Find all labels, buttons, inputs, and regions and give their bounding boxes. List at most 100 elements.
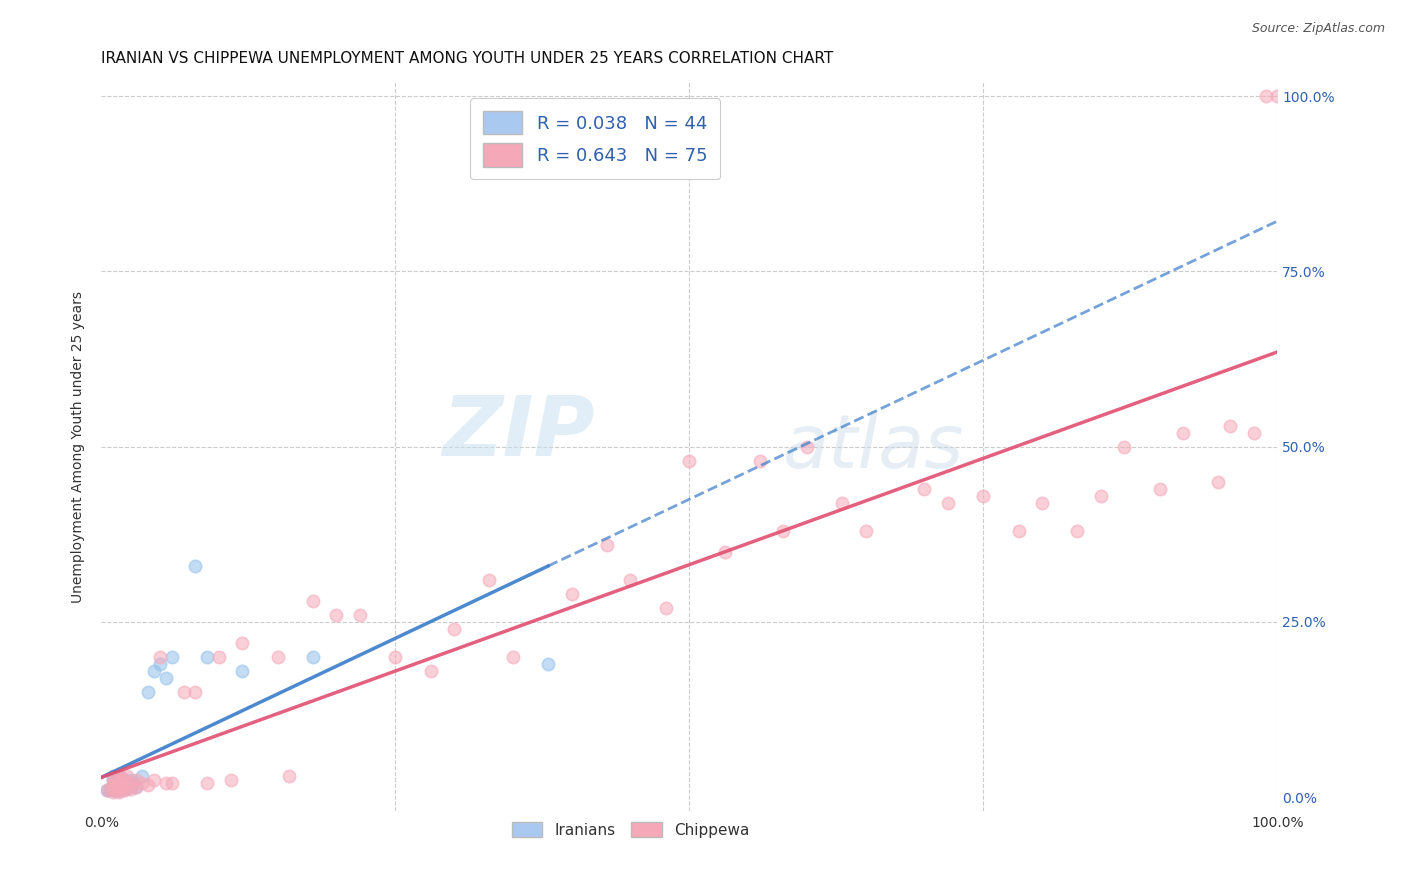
Point	[160, 650, 183, 665]
Text: atlas: atlas	[783, 410, 965, 483]
Point	[96, 783, 118, 797]
Point	[114, 776, 136, 790]
Point	[1149, 482, 1171, 496]
Point	[149, 650, 172, 665]
Point	[111, 772, 134, 787]
Point	[108, 780, 131, 794]
Point	[914, 482, 936, 496]
Point	[104, 772, 127, 787]
Point	[1254, 89, 1277, 103]
Point	[105, 781, 128, 796]
Point	[108, 772, 131, 787]
Point	[419, 664, 441, 678]
Point	[302, 594, 325, 608]
Point	[654, 600, 676, 615]
Point	[231, 636, 253, 650]
Point	[114, 772, 136, 787]
Text: Source: ZipAtlas.com: Source: ZipAtlas.com	[1251, 22, 1385, 36]
Point	[105, 780, 128, 794]
Point	[105, 783, 128, 797]
Point	[149, 657, 172, 671]
Point	[108, 769, 131, 783]
Point	[136, 778, 159, 792]
Point	[108, 776, 131, 790]
Point	[855, 524, 877, 538]
Point	[1219, 418, 1241, 433]
Point	[104, 780, 127, 794]
Point	[131, 769, 153, 783]
Point	[537, 657, 560, 671]
Point	[111, 771, 134, 785]
Point	[125, 780, 148, 794]
Point	[101, 783, 124, 797]
Point	[478, 573, 501, 587]
Point	[349, 607, 371, 622]
Point	[619, 573, 641, 587]
Point	[1031, 496, 1053, 510]
Point	[561, 587, 583, 601]
Point	[972, 489, 994, 503]
Point	[108, 780, 131, 794]
Point	[115, 780, 138, 794]
Point	[1208, 475, 1230, 489]
Legend: Iranians, Chippewa: Iranians, Chippewa	[506, 815, 755, 844]
Point	[110, 772, 132, 787]
Point	[831, 496, 853, 510]
Point	[713, 545, 735, 559]
Point	[502, 650, 524, 665]
Point	[115, 780, 138, 794]
Point	[108, 776, 131, 790]
Point	[120, 772, 142, 787]
Point	[108, 780, 131, 794]
Point	[120, 781, 142, 796]
Point	[114, 781, 136, 796]
Y-axis label: Unemployment Among Youth under 25 years: Unemployment Among Youth under 25 years	[72, 291, 86, 603]
Point	[96, 783, 118, 797]
Point	[131, 776, 153, 790]
Point	[101, 784, 124, 798]
Point	[110, 781, 132, 796]
Point	[101, 778, 124, 792]
Text: ZIP: ZIP	[443, 392, 595, 473]
Point	[443, 622, 465, 636]
Point	[195, 776, 218, 790]
Point	[184, 558, 207, 573]
Point	[104, 783, 127, 797]
Point	[122, 776, 145, 790]
Point	[120, 776, 142, 790]
Point	[114, 783, 136, 797]
Point	[101, 772, 124, 787]
Point	[596, 538, 619, 552]
Point	[104, 778, 127, 792]
Point	[143, 772, 166, 787]
Point	[98, 783, 121, 797]
Point	[111, 780, 134, 794]
Point	[101, 769, 124, 783]
Point	[101, 772, 124, 787]
Point	[108, 783, 131, 797]
Point	[1066, 524, 1088, 538]
Point	[231, 664, 253, 678]
Point	[936, 496, 959, 510]
Point	[1007, 524, 1029, 538]
Point	[111, 778, 134, 792]
Point	[108, 769, 131, 783]
Point	[1114, 440, 1136, 454]
Point	[325, 607, 347, 622]
Point	[143, 664, 166, 678]
Point	[115, 769, 138, 783]
Point	[160, 776, 183, 790]
Point	[117, 778, 139, 792]
Point	[125, 780, 148, 794]
Point	[1173, 425, 1195, 440]
Point	[208, 650, 231, 665]
Point	[219, 772, 242, 787]
Point	[1265, 89, 1288, 103]
Point	[100, 781, 122, 796]
Point	[108, 784, 131, 798]
Point	[266, 650, 288, 665]
Point	[302, 650, 325, 665]
Point	[772, 524, 794, 538]
Point	[796, 440, 818, 454]
Point	[110, 781, 132, 796]
